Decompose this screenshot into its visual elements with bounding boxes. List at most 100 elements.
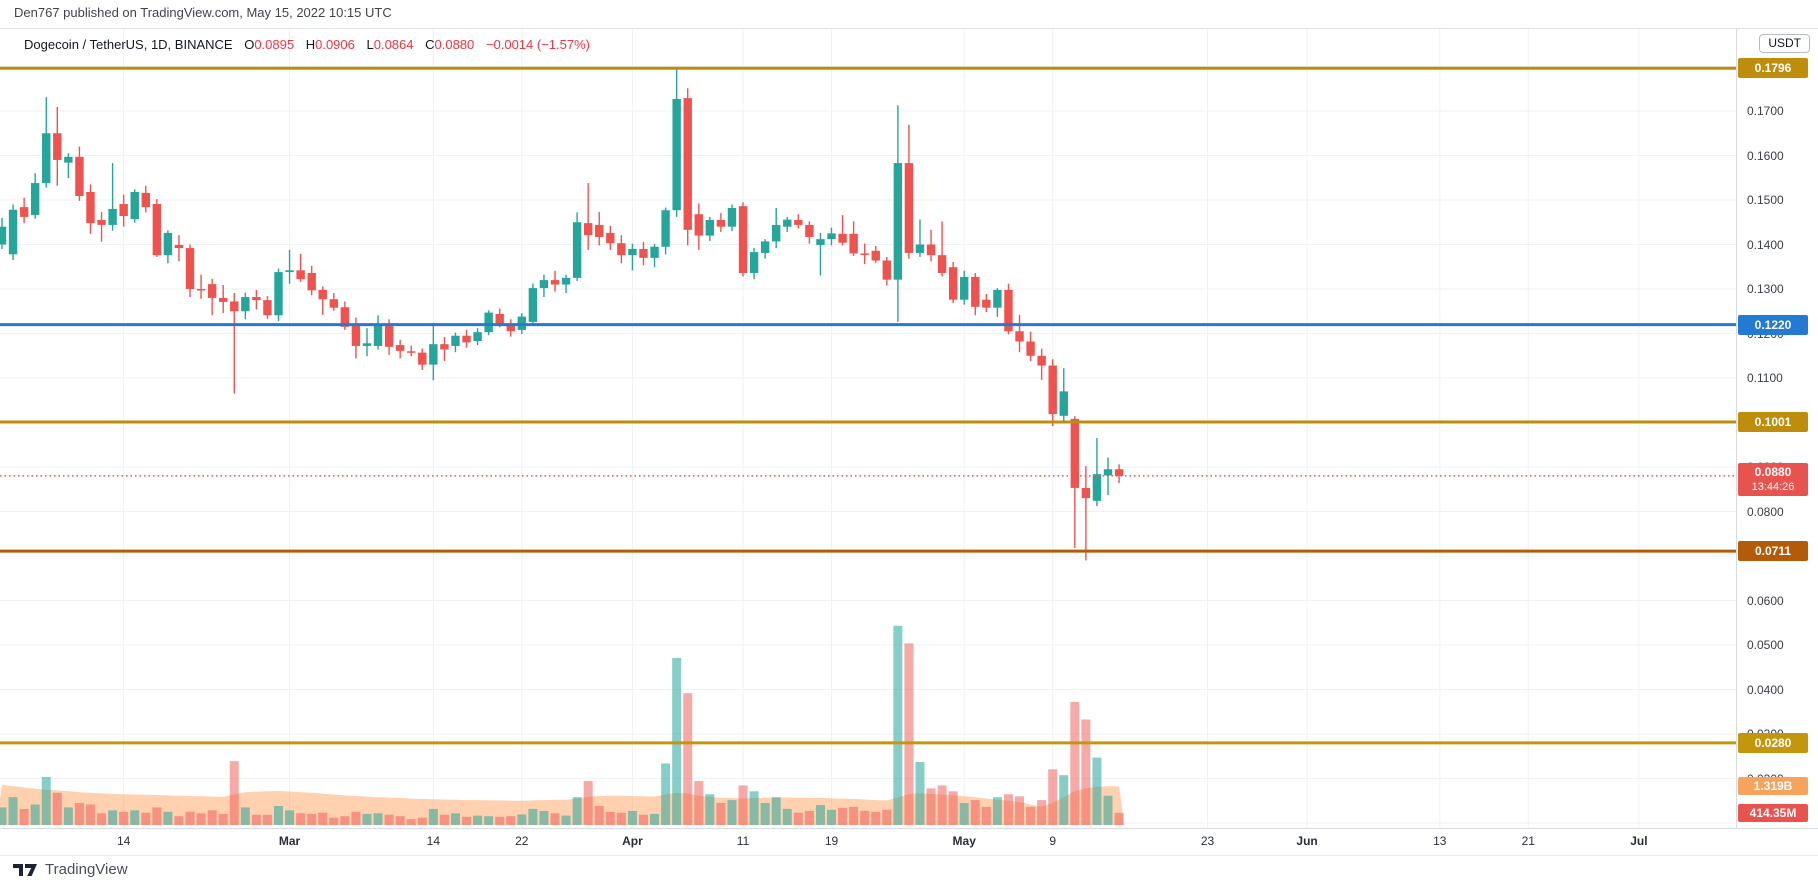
candle-body — [1048, 365, 1057, 415]
candle-body — [960, 276, 969, 300]
currency-toggle-button[interactable]: USDT — [1759, 34, 1810, 53]
price-axis[interactable]: USDT 1.319B 414.35M 0.1700 0.1600 0.1500 0.… — [1736, 29, 1818, 828]
price-tick-0.0800: 0.0800 — [1747, 504, 1784, 519]
candle-body — [838, 233, 847, 243]
volume-bar — [417, 817, 427, 825]
chart-pane[interactable]: Dogecoin / TetherUS, 1D, BINANCE O0.0895… — [0, 29, 1736, 828]
volume-bar — [904, 643, 914, 825]
candle-body — [219, 297, 228, 302]
candle-body — [362, 343, 372, 346]
candle-body — [119, 204, 128, 217]
volume-bar — [473, 815, 483, 825]
volume-bar — [439, 814, 449, 825]
volume-bar — [307, 813, 317, 825]
volume-bar — [285, 810, 295, 825]
candle-body — [1026, 341, 1035, 356]
candle-body — [30, 183, 40, 216]
volume-bar — [650, 813, 660, 825]
candle-body — [97, 220, 106, 225]
volume-bar — [406, 819, 416, 825]
volume-bar — [605, 811, 615, 825]
candle-body — [274, 272, 283, 316]
candle-body — [174, 244, 184, 249]
candle-body — [1015, 331, 1024, 342]
candle-body — [871, 250, 880, 261]
volume-bar — [583, 781, 593, 825]
time-tick-Jun: Jun — [1296, 834, 1318, 848]
volume-bar — [1037, 800, 1047, 825]
candle-body — [971, 276, 980, 307]
candle-body — [794, 220, 803, 225]
candle-body — [661, 210, 670, 247]
candle-body — [827, 233, 836, 240]
candle-body — [772, 224, 781, 242]
volume-bar — [727, 800, 737, 825]
volume-bar — [152, 807, 162, 825]
volume-bar — [517, 814, 527, 825]
volume-bar — [981, 806, 991, 825]
candle-body — [860, 253, 869, 255]
volume-bar — [627, 810, 637, 825]
candle-body — [1092, 474, 1102, 501]
volume-bar — [318, 812, 328, 825]
volume-bar — [882, 809, 892, 825]
countdown-timer: 13:44:26 — [1751, 480, 1795, 493]
candle-body — [263, 300, 272, 316]
volume-bar — [97, 813, 107, 825]
candle-body — [572, 222, 582, 278]
volume-bar — [804, 810, 814, 825]
time-tick-22: 22 — [515, 834, 529, 848]
volume-bar — [63, 807, 73, 825]
volume-bar — [550, 813, 560, 825]
volume-bar — [108, 810, 118, 825]
candle-body — [993, 289, 1002, 308]
volume-bar — [1059, 775, 1069, 825]
volume-bar — [163, 811, 173, 825]
candle-body — [882, 260, 891, 280]
volume-bar — [926, 788, 936, 825]
volume-bar — [119, 811, 129, 825]
price-label-0.0880: 0.0880 13:44:26 — [1738, 462, 1808, 496]
volume-bar — [815, 805, 825, 825]
volume-bar — [937, 785, 947, 825]
volume-bar — [1092, 757, 1102, 825]
candle-body — [407, 351, 416, 353]
time-axis[interactable]: 14 Mar 14 22 Apr 11 19 May 9 23 Jun 13 21 Jul — [0, 828, 1818, 856]
volume-bar — [340, 816, 350, 825]
time-tick-21: 21 — [1521, 834, 1535, 848]
candle-body — [384, 324, 394, 347]
volume-bar — [1026, 806, 1036, 825]
volume-bar — [616, 812, 626, 825]
candle-body — [252, 297, 261, 301]
candle-body — [351, 324, 361, 346]
volume-bar — [716, 803, 726, 825]
high-value: 0.0906 — [315, 37, 355, 52]
candle-body — [484, 312, 493, 333]
time-tick-May: May — [952, 834, 976, 848]
symbol-legend[interactable]: Dogecoin / TetherUS, 1D, BINANCE O0.0895… — [24, 37, 590, 52]
candle-body — [639, 248, 648, 258]
volume-bar — [185, 811, 195, 825]
candle-body — [672, 98, 681, 211]
volume-bar — [251, 814, 261, 825]
time-tick-11: 11 — [736, 834, 750, 848]
volume-bar — [395, 816, 405, 825]
low-label: L — [366, 37, 374, 52]
volume-bar — [594, 805, 604, 825]
tradingview-logo-icon — [13, 863, 37, 876]
price-label-0.0711: 0.0711 — [1738, 541, 1808, 562]
symbol-title: Dogecoin / TetherUS, 1D, BINANCE — [24, 37, 233, 52]
volume-bar — [970, 800, 980, 825]
volume-ma-axis-label: 1.319B — [1738, 777, 1808, 796]
tradingview-brand[interactable]: TradingView — [13, 861, 128, 878]
volume-bar — [74, 803, 84, 825]
time-tick-Apr: Apr — [622, 834, 643, 848]
volume-bar — [351, 811, 361, 825]
volume-bar — [52, 792, 62, 825]
volume-bar — [218, 813, 228, 825]
volume-bar — [428, 808, 438, 825]
volume-bar — [1114, 812, 1124, 825]
candle-body — [163, 232, 173, 256]
volume-bar — [893, 625, 903, 825]
candle-body — [783, 219, 792, 227]
